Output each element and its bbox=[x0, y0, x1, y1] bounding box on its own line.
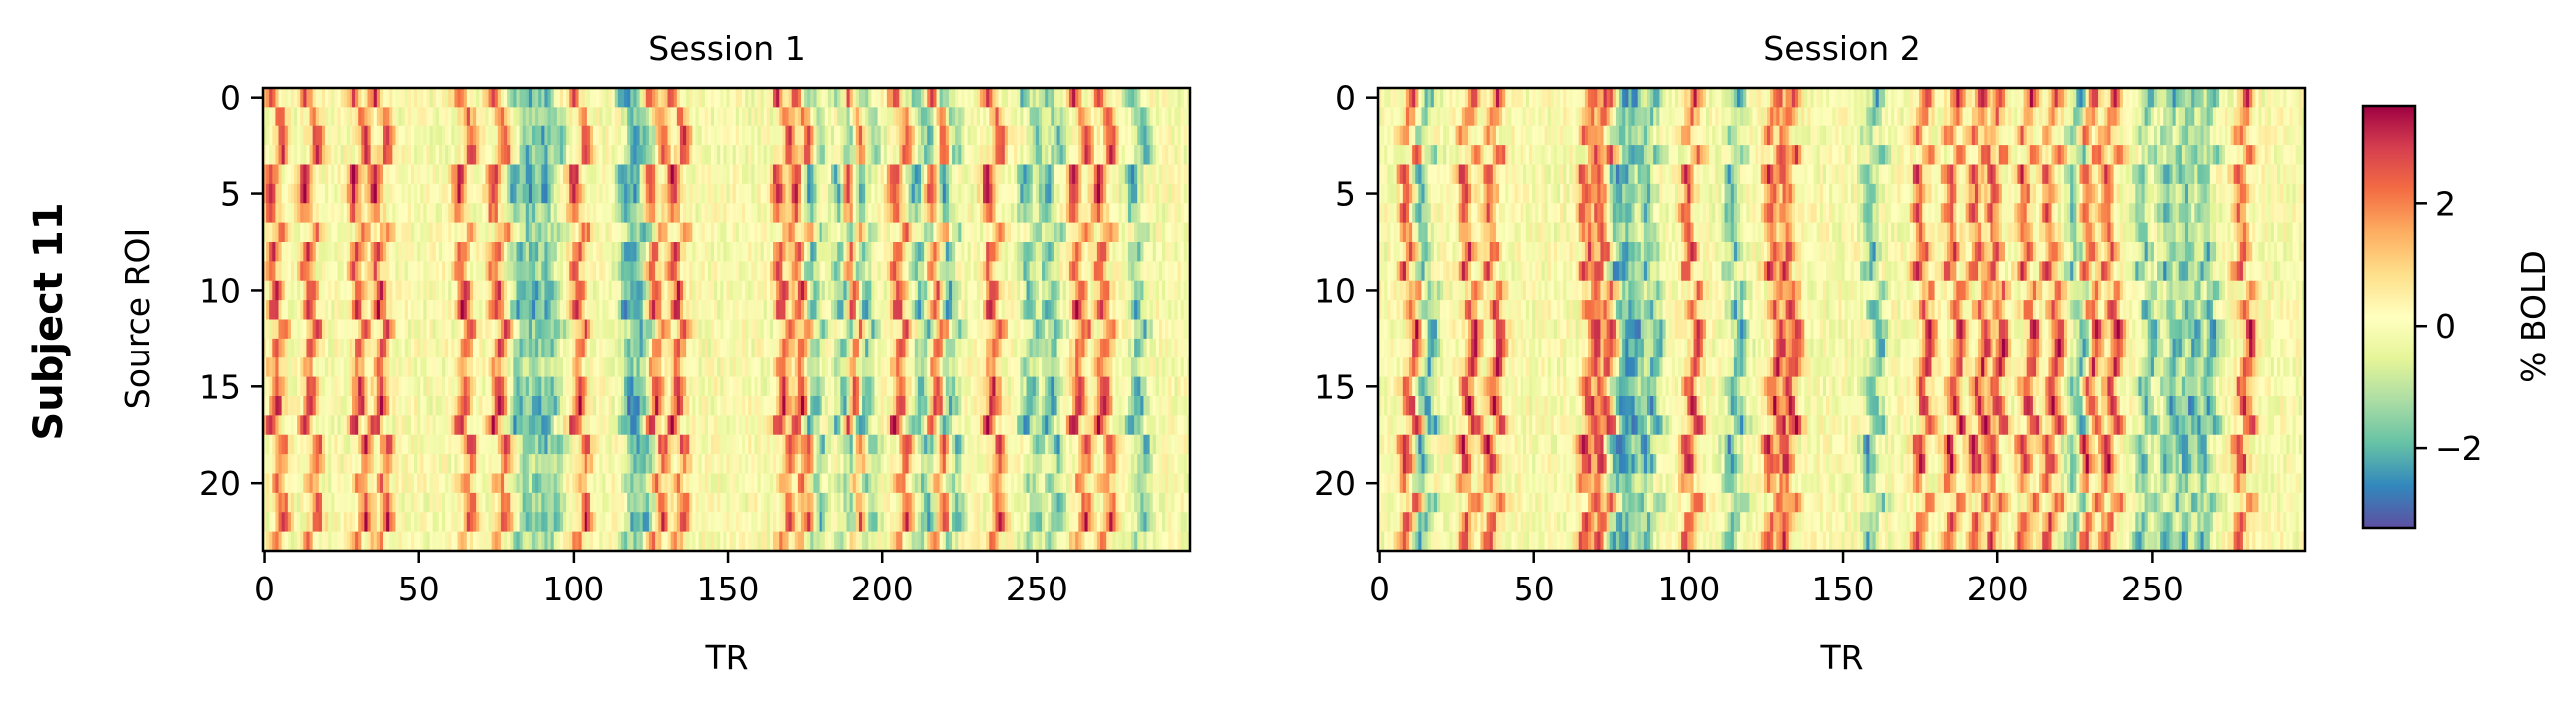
row-label: Subject 11 bbox=[26, 202, 72, 440]
y-axis-label: Source ROI bbox=[118, 228, 157, 409]
heatmap-cells bbox=[263, 88, 1191, 552]
panel-title: Session 1 bbox=[648, 29, 805, 68]
panel-session-1: Session 1 Source ROI 0 50 100 150 200 250 051… bbox=[118, 29, 1191, 677]
